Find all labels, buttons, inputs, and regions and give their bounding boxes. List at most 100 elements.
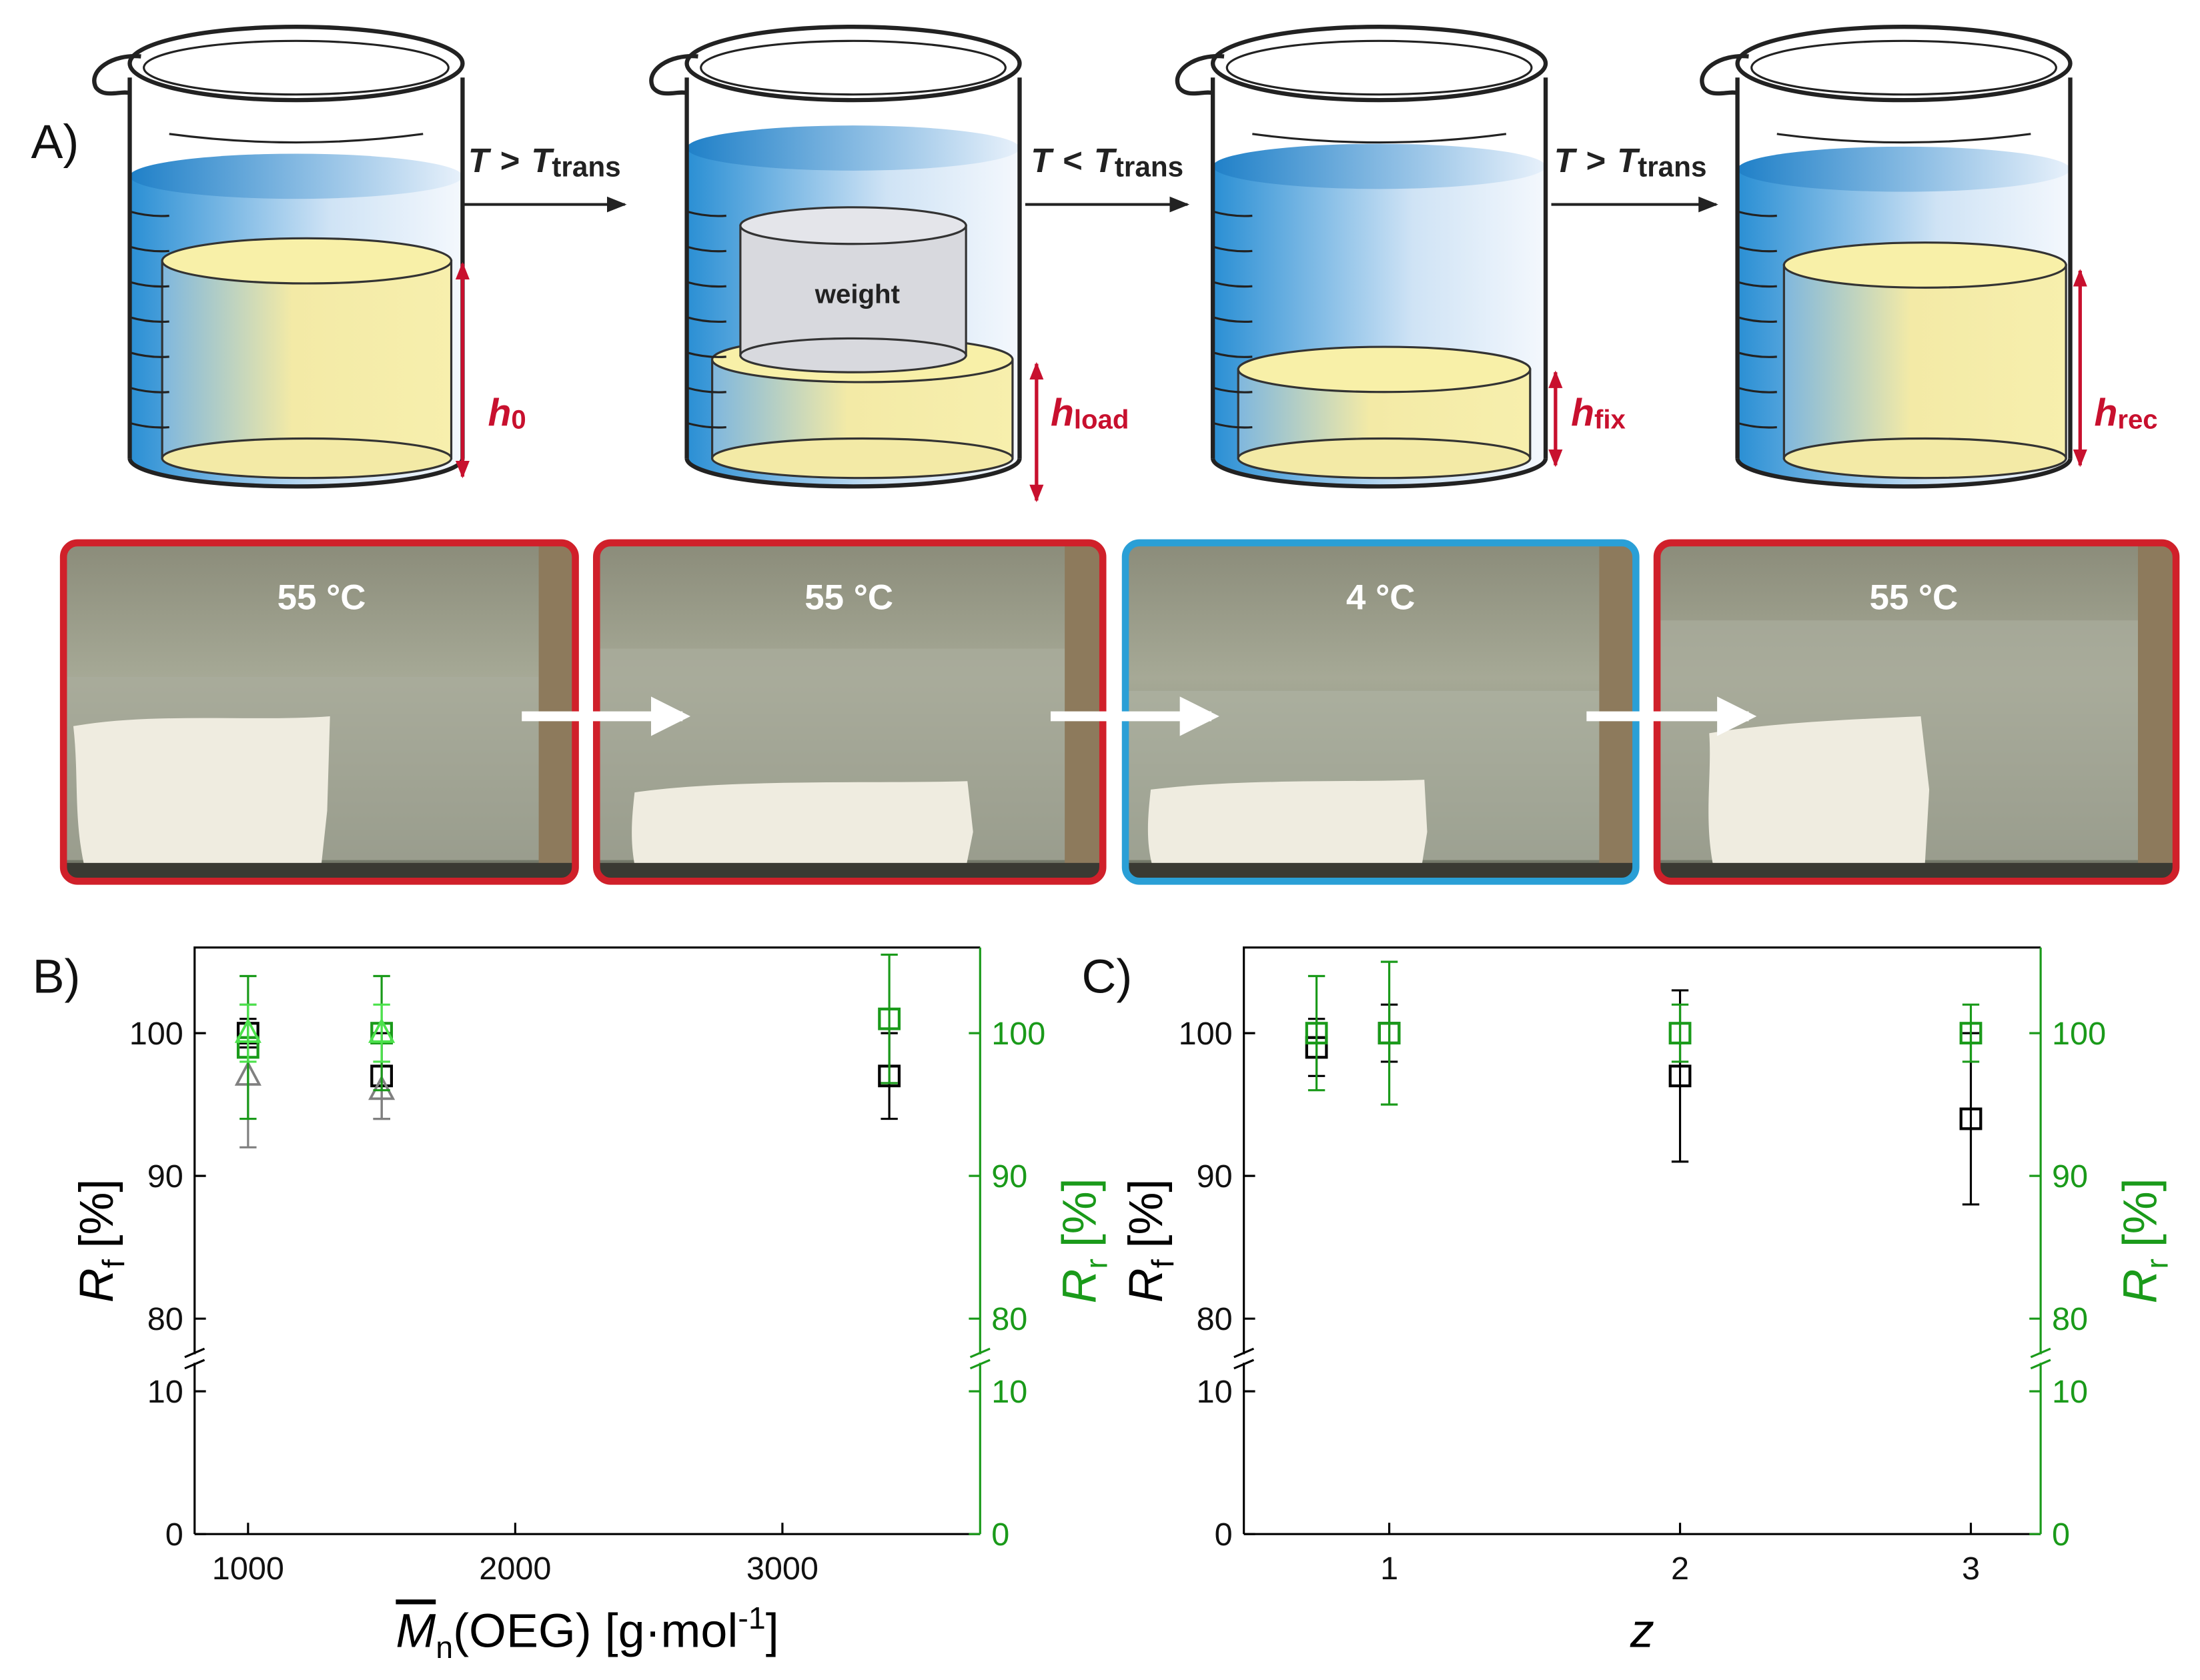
x-tick-label: 3 — [1962, 1551, 1980, 1587]
point — [1959, 1022, 1983, 1045]
y-tick-label: 100 — [129, 1016, 183, 1052]
height-label: hfix — [1571, 391, 1626, 434]
transition-label: T > Ttrans — [1554, 141, 1707, 182]
y2-tick-label: 0 — [991, 1517, 1009, 1553]
height-label: h0 — [488, 391, 526, 434]
axis-line — [193, 946, 981, 1535]
y-tick-label: 80 — [1197, 1301, 1233, 1337]
symbol: T — [1617, 141, 1640, 179]
photo-label: 4 °C — [1346, 578, 1415, 617]
unit: [%] — [70, 1179, 123, 1248]
point — [1378, 1022, 1401, 1045]
error-bar — [1380, 960, 1398, 1106]
error-bar — [1307, 974, 1325, 1092]
axis-label: Rr [%] — [2113, 1178, 2174, 1303]
subscript: trans — [1115, 151, 1183, 182]
subscript: trans — [552, 151, 620, 182]
subscript: f — [96, 1259, 131, 1268]
point — [368, 1018, 396, 1043]
photo-label: 55 °C — [278, 578, 366, 617]
photo — [1657, 542, 2177, 882]
axis-break — [184, 1347, 205, 1370]
beaker — [1700, 25, 2073, 489]
x-tick-label: 1 — [1380, 1551, 1398, 1587]
photo — [63, 542, 576, 882]
error-bar — [1671, 1003, 1689, 1063]
unit: [%] — [2113, 1178, 2167, 1247]
unit: [%] — [1119, 1179, 1173, 1248]
axis-label: z — [1630, 1604, 1654, 1657]
beaker — [1175, 25, 1548, 489]
symbol: T — [531, 141, 554, 179]
y2-tick-label: 80 — [2052, 1301, 2088, 1337]
height-label: hrec — [2094, 391, 2157, 434]
symbol: R — [70, 1268, 123, 1303]
axis-label: Rf [%] — [1119, 1179, 1180, 1303]
beaker — [92, 25, 465, 489]
symbol: T — [1554, 141, 1578, 179]
subscript: 0 — [511, 405, 526, 435]
symbol: h — [1571, 391, 1594, 434]
y2-tick-label: 90 — [991, 1158, 1027, 1194]
relation: > — [500, 141, 520, 179]
subscript: rec — [2117, 405, 2157, 435]
photo-label: 55 °C — [1869, 578, 1958, 617]
axis-label: Mn(OEG) [g·mol-1] — [396, 1601, 778, 1665]
y-tick-label: 90 — [1197, 1158, 1233, 1194]
point — [368, 1074, 396, 1100]
y2-tick-label: 90 — [2052, 1158, 2088, 1194]
height-label: hload — [1051, 391, 1129, 434]
panel-label: C) — [1082, 950, 1133, 1003]
symbol: T — [1031, 141, 1054, 179]
relation: > — [1586, 141, 1606, 179]
x-tick-label: 1000 — [212, 1551, 284, 1587]
subscript: f — [1145, 1259, 1180, 1268]
symbol: h — [1051, 391, 1074, 434]
panel-label: A) — [31, 115, 79, 169]
point — [1305, 1022, 1328, 1045]
symbol: T — [1094, 141, 1117, 179]
weight-label: weight — [814, 279, 900, 309]
beaker — [649, 25, 1022, 489]
error-bar — [239, 1003, 257, 1063]
symbol: h — [2094, 391, 2117, 434]
chart: 0 10 80 90 100 0 10 80 90 100 1 2 3 C) Rf [%] Rr [%] z — [1082, 946, 2174, 1657]
transition-label: T < Ttrans — [1031, 141, 1183, 182]
closing: ] — [766, 1604, 779, 1657]
x-tick-label: 3000 — [746, 1551, 818, 1587]
y2-tick-label: 100 — [991, 1016, 1045, 1052]
unit: [%] — [1053, 1178, 1107, 1247]
subscript: trans — [1638, 151, 1706, 182]
y-tick-label: 10 — [1197, 1374, 1233, 1410]
axis-line — [1243, 946, 2041, 1535]
y2-tick-label: 100 — [2052, 1016, 2106, 1052]
x-tick-label: 2000 — [479, 1551, 551, 1587]
point — [878, 1007, 901, 1030]
y-tick-label: 80 — [147, 1301, 183, 1337]
symbol: M — [396, 1604, 436, 1657]
y-tick-label: 100 — [1179, 1016, 1233, 1052]
y-tick-label: 10 — [147, 1374, 183, 1410]
panel-label: B) — [33, 950, 81, 1003]
symbol: z — [1630, 1604, 1654, 1657]
axis-label: Rr [%] — [1053, 1178, 1114, 1303]
symbol: h — [488, 391, 511, 434]
y-tick-label: 0 — [165, 1517, 183, 1553]
point — [234, 1018, 261, 1043]
subscript: r — [2139, 1258, 2174, 1269]
relation: < — [1063, 141, 1083, 179]
axis-label: Rf [%] — [70, 1179, 131, 1303]
symbol: R — [1119, 1268, 1173, 1303]
subscript: fix — [1594, 405, 1626, 435]
symbol: R — [1053, 1269, 1107, 1304]
subscript: r — [1079, 1258, 1114, 1269]
y-tick-label: 0 — [1215, 1517, 1233, 1553]
transition-label: T > Ttrans — [468, 141, 621, 182]
point — [1959, 1107, 1983, 1130]
y-tick-label: 90 — [147, 1158, 183, 1194]
subscript: n — [436, 1630, 453, 1665]
point — [1668, 1064, 1692, 1088]
